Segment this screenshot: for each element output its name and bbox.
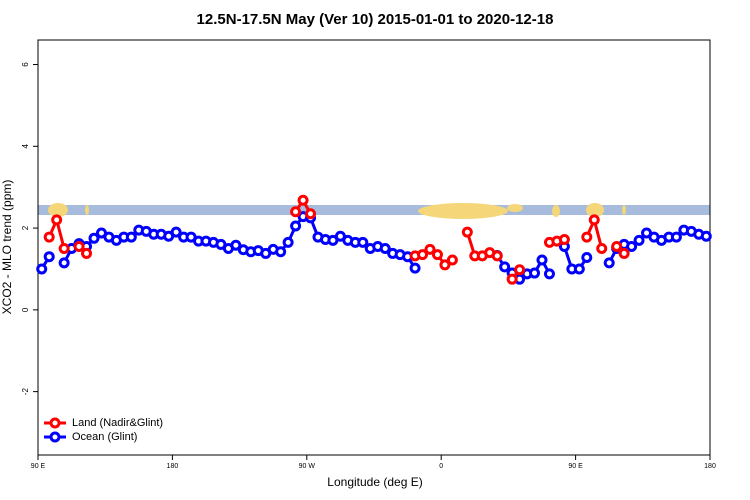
ocean-strip: [38, 205, 710, 215]
data-point: [275, 246, 287, 258]
data-point: [439, 259, 451, 271]
data-point: [58, 257, 70, 269]
data-point: [536, 254, 548, 266]
x-tick-label: 180: [167, 463, 179, 470]
legend-label: Land (Nadir&Glint): [72, 417, 163, 429]
data-point: [618, 247, 630, 259]
y-tick-label: 2: [21, 225, 30, 230]
data-point: [357, 236, 369, 248]
data-point: [581, 231, 593, 243]
data-point: [514, 264, 526, 276]
land-patch: [586, 203, 604, 217]
data-point: [297, 194, 309, 206]
land-patch: [48, 203, 68, 217]
land-patch: [507, 204, 523, 212]
data-point: [700, 230, 712, 242]
data-point: [170, 226, 182, 238]
data-point: [43, 231, 55, 243]
data-point: [596, 243, 608, 255]
data-point: [424, 243, 436, 255]
legend-label: Ocean (Glint): [72, 431, 137, 443]
plot-frame: [37, 39, 711, 456]
data-point: [36, 263, 48, 275]
data-point: [290, 206, 302, 218]
data-point: [670, 231, 682, 243]
land-patch: [622, 205, 626, 215]
land-patch: [552, 205, 560, 217]
data-point: [633, 234, 645, 246]
legend-marker: [49, 431, 61, 443]
x-tick-label: 90 E: [31, 463, 46, 470]
data-point: [305, 208, 317, 220]
x-tick-label: 0: [439, 463, 443, 470]
chart-title: 12.5N-17.5N May (Ver 10) 2015-01-01 to 2…: [197, 11, 554, 28]
data-point: [290, 220, 302, 232]
y-tick-label: 6: [21, 62, 30, 67]
land-patch: [85, 205, 89, 215]
data-point: [543, 268, 555, 280]
x-tick-label: 90 W: [299, 463, 316, 470]
data-point: [581, 252, 593, 264]
y-axis-label: XCO2 - MLO trend (ppm): [0, 180, 14, 315]
data-point: [73, 240, 85, 252]
data-point: [491, 250, 503, 262]
data-point: [379, 243, 391, 255]
legend: Land (Nadir&Glint) Ocean (Glint): [44, 417, 163, 443]
data-point: [461, 226, 473, 238]
data-point: [81, 247, 93, 259]
y-tick-label: 4: [21, 144, 30, 149]
y-tick-label: 0: [21, 307, 30, 312]
data-point: [573, 263, 585, 275]
data-point: [88, 232, 100, 244]
data-point: [417, 249, 429, 261]
x-tick-label: 90 E: [568, 463, 583, 470]
data-point: [43, 251, 55, 263]
data-point: [588, 214, 600, 226]
data-point: [499, 261, 511, 273]
data-point: [431, 249, 443, 261]
x-tick-label: 180: [704, 463, 716, 470]
data-point: [603, 257, 615, 269]
data-point: [446, 254, 458, 266]
data-point: [58, 243, 70, 255]
data-point: [230, 239, 242, 251]
data-point: [125, 231, 137, 243]
y-tick-label: -2: [21, 388, 30, 396]
data-point: [611, 240, 623, 252]
data-point: [626, 240, 638, 252]
land-patch: [418, 203, 508, 219]
data-point: [409, 262, 421, 274]
data-point: [282, 236, 294, 248]
x-axis-label: Longitude (deg E): [327, 475, 422, 489]
data-point: [558, 234, 570, 246]
map-strip: [38, 203, 710, 219]
data-point: [51, 214, 63, 226]
legend-marker: [49, 417, 61, 429]
data-point: [529, 267, 541, 279]
data-point: [506, 273, 518, 285]
